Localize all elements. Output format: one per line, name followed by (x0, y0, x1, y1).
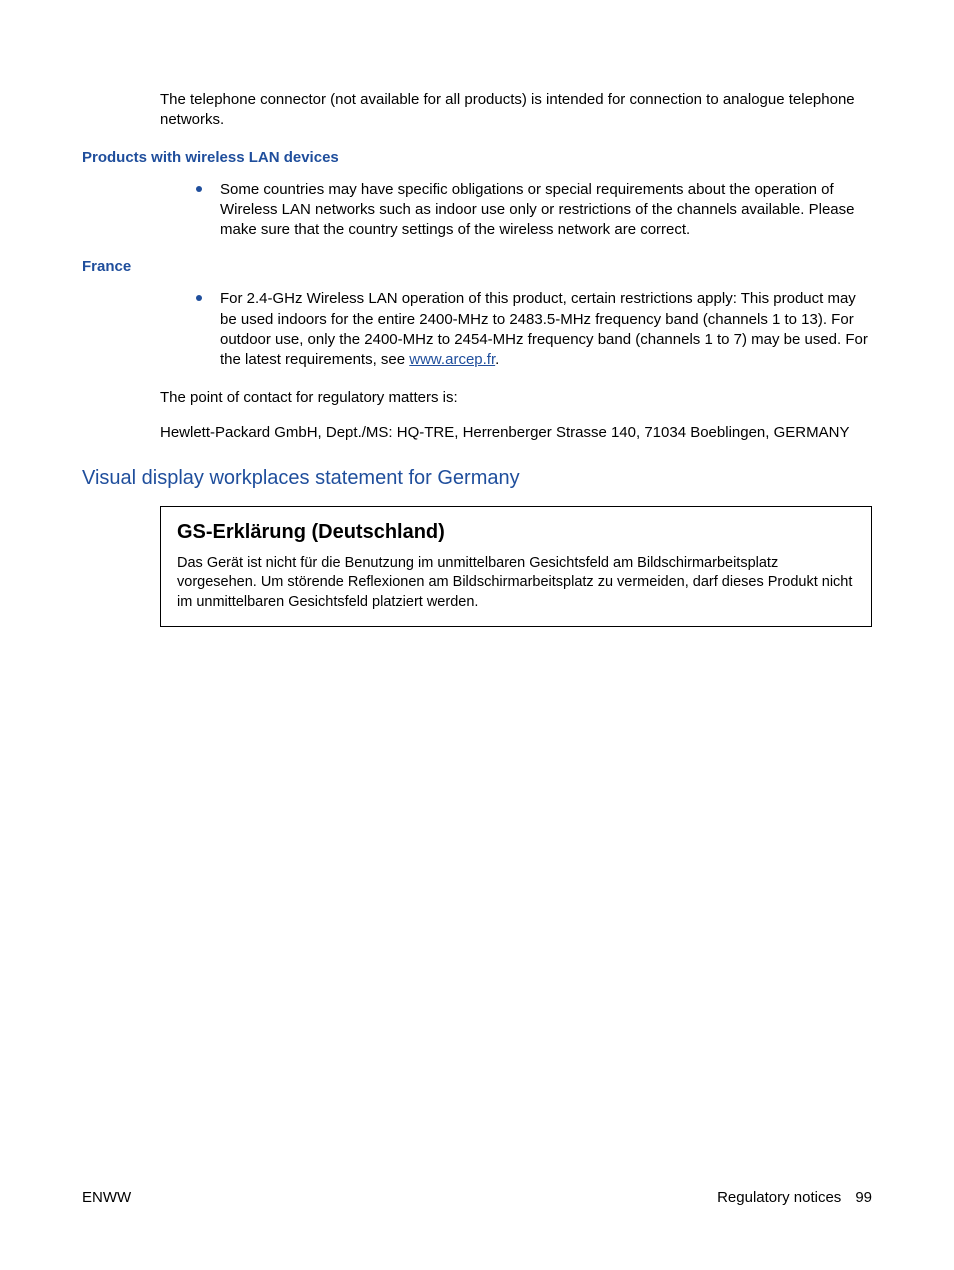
bullet-list-france: For 2.4-GHz Wireless LAN operation of th… (190, 289, 872, 370)
heading-france: France (82, 258, 872, 275)
footer-right: Regulatory notices 99 (717, 1189, 872, 1206)
intro-paragraph: The telephone connector (not available f… (160, 90, 872, 131)
bullet-list-wlan: Some countries may have specific obligat… (190, 180, 872, 241)
gs-body: Das Gerät ist nicht für die Benutzung im… (177, 554, 855, 613)
page-footer: ENWW Regulatory notices 99 (82, 1189, 872, 1206)
footer-left: ENWW (82, 1189, 131, 1206)
contact-intro: The point of contact for regulatory matt… (160, 388, 872, 408)
footer-section-label: Regulatory notices (717, 1189, 841, 1206)
contact-address: Hewlett-Packard GmbH, Dept./MS: HQ-TRE, … (160, 423, 872, 443)
gs-declaration-box: GS-Erklärung (Deutschland) Das Gerät ist… (160, 506, 872, 628)
bullet-france-post: . (495, 351, 499, 368)
bullet-wlan: Some countries may have specific obligat… (190, 180, 872, 241)
arcep-link[interactable]: www.arcep.fr (409, 351, 495, 368)
heading-wlan-devices: Products with wireless LAN devices (82, 149, 872, 166)
bullet-france-pre: For 2.4-GHz Wireless LAN operation of th… (220, 290, 868, 368)
page-number: 99 (855, 1189, 872, 1206)
gs-title: GS-Erklärung (Deutschland) (177, 521, 855, 544)
bullet-france: For 2.4-GHz Wireless LAN operation of th… (190, 289, 872, 370)
heading-germany-statement: Visual display workplaces statement for … (82, 467, 872, 490)
